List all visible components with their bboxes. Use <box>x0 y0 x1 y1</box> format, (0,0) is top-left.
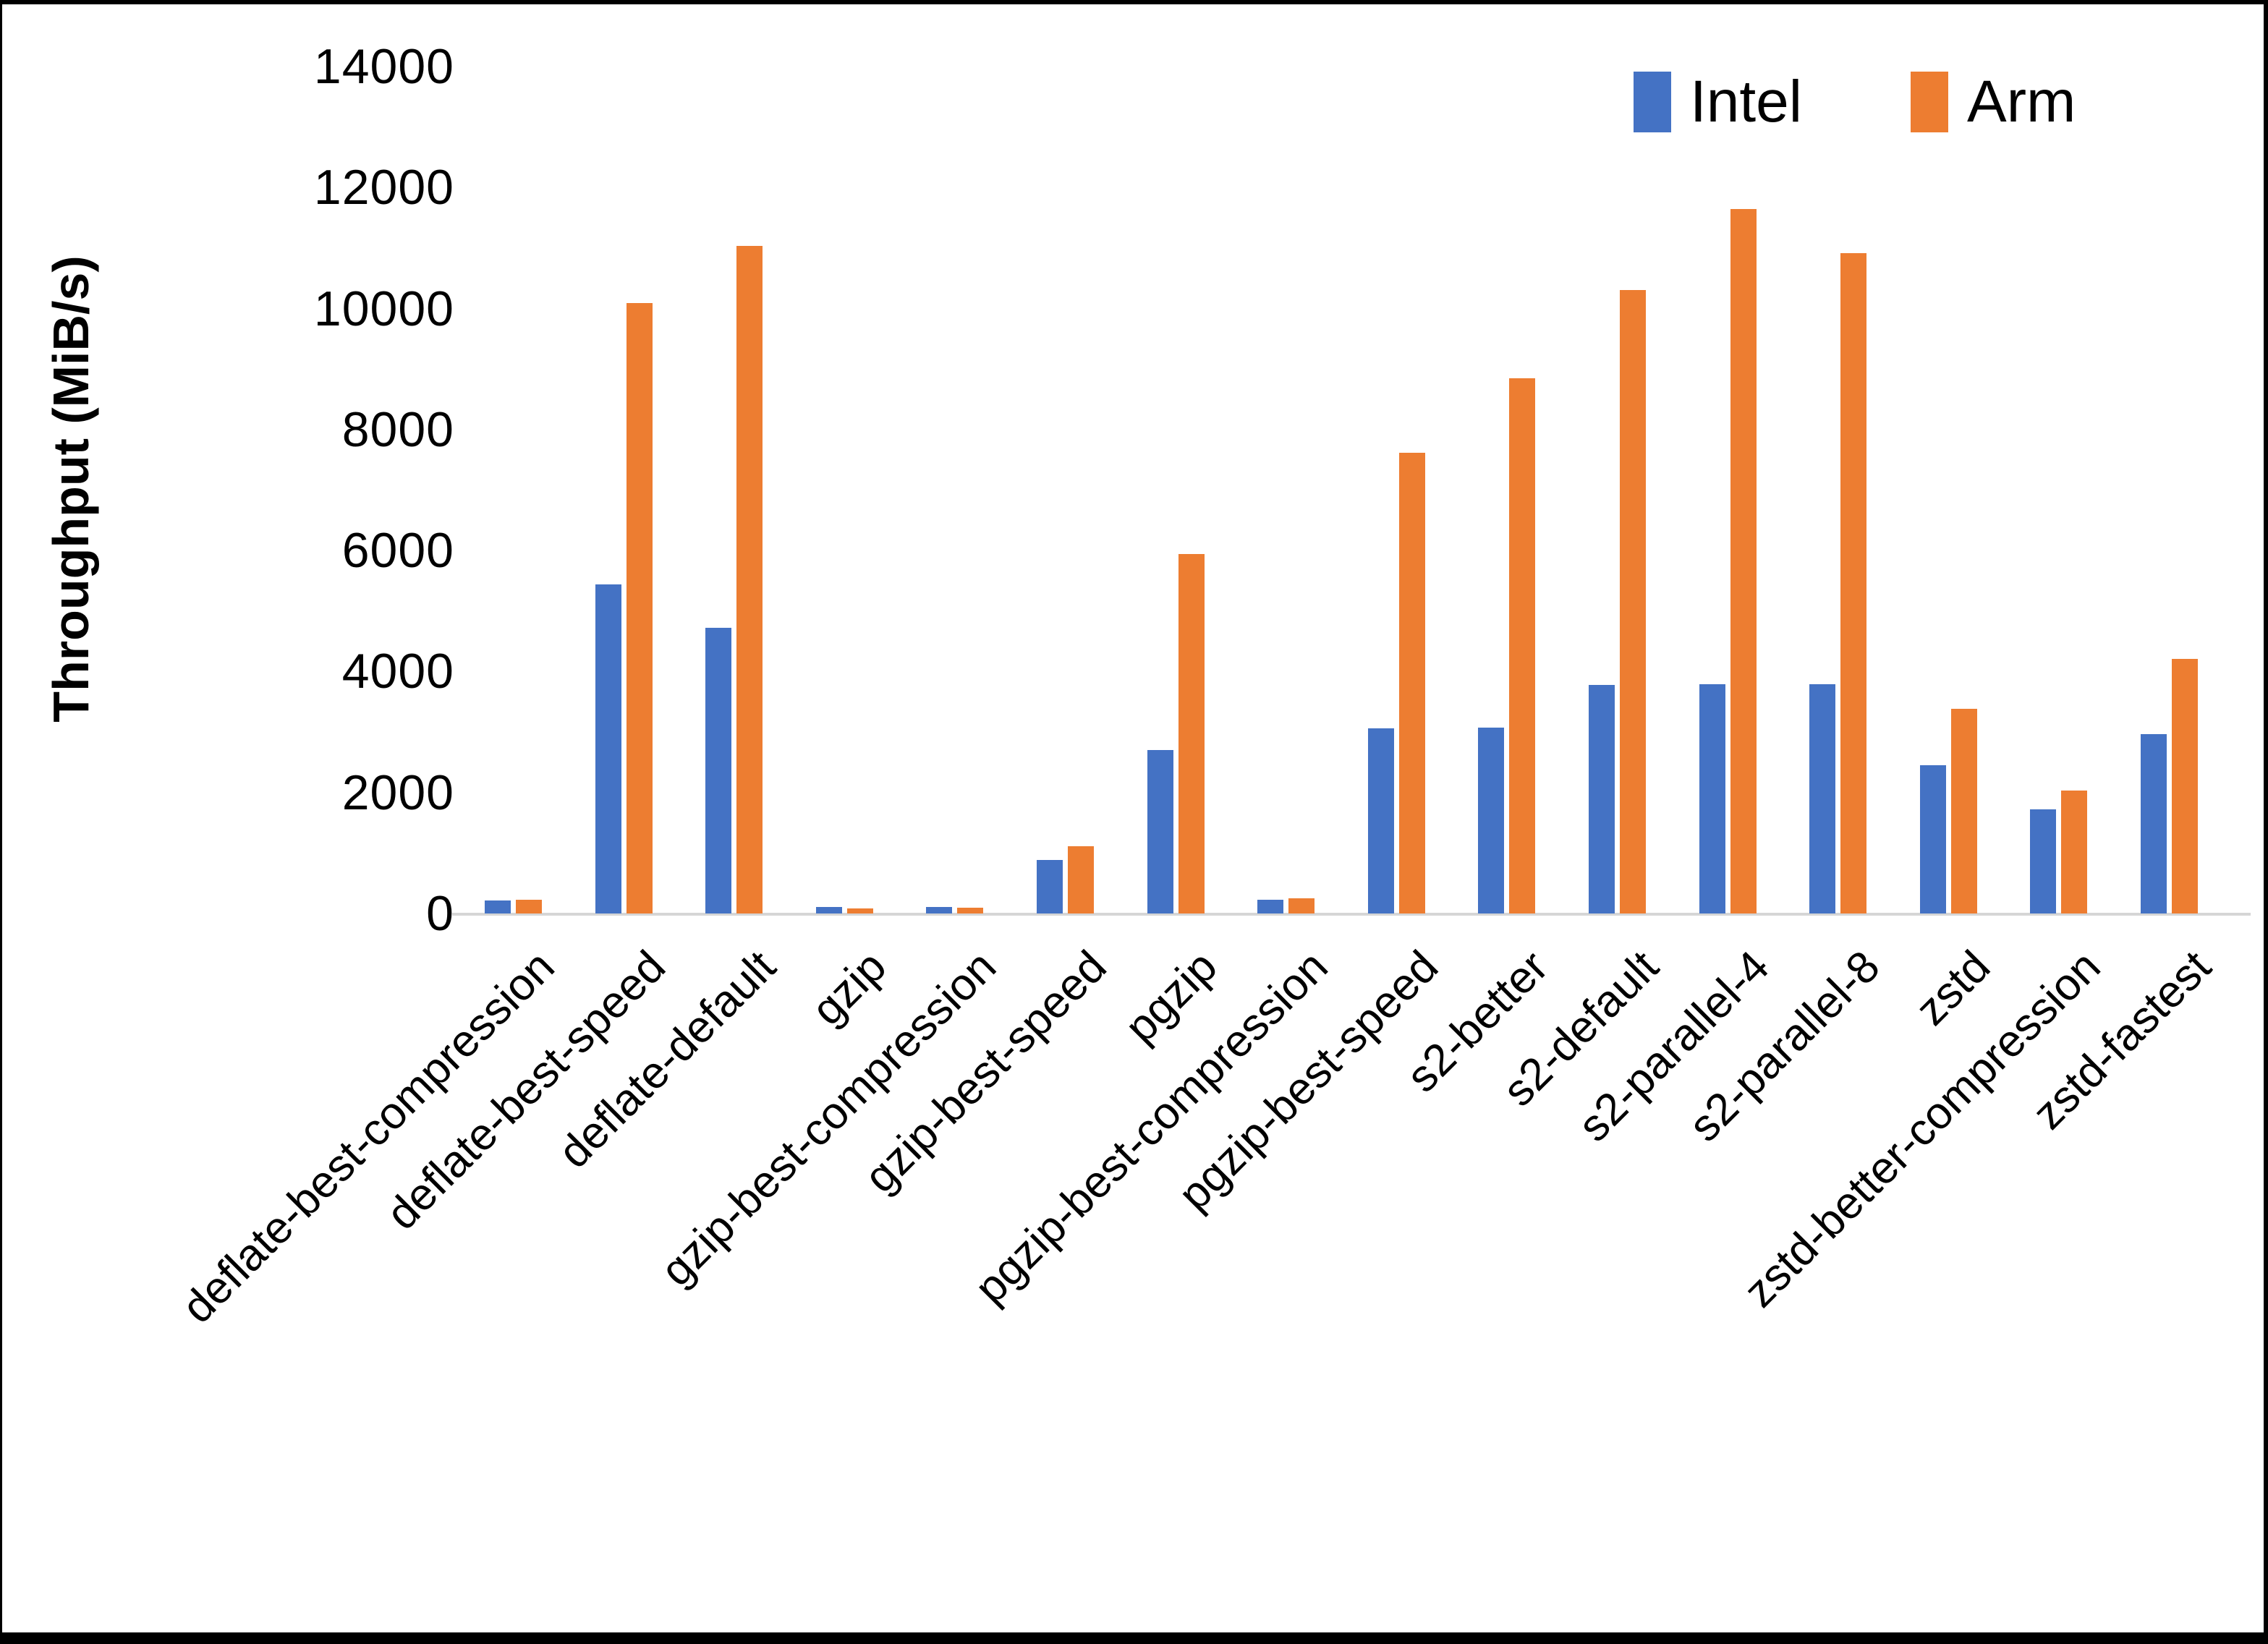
y-tick-label-6000: 6000 <box>341 523 454 579</box>
bar-intel-gzip <box>816 907 842 913</box>
intel-swatch-icon <box>1634 72 1671 132</box>
bar-intel-zstd-fastest <box>2141 734 2167 913</box>
bar-arm-zstd-fastest <box>2172 659 2198 913</box>
bar-intel-zstd-better-compression <box>2030 809 2056 913</box>
y-tick-label-8000: 8000 <box>341 401 454 457</box>
bar-arm-deflate-default <box>736 246 763 913</box>
y-tick-label-2000: 2000 <box>341 764 454 820</box>
bar-intel-s2-parallel-4 <box>1699 684 1725 913</box>
bar-arm-deflate-best-compression <box>516 900 542 913</box>
legend-item-intel: Intel <box>1634 68 1802 136</box>
bar-intel-gzip-best-compression <box>926 907 952 913</box>
bar-arm-deflate-best-speed <box>627 303 653 913</box>
bar-arm-gzip-best-compression <box>957 908 983 913</box>
bar-intel-s2-parallel-8 <box>1809 684 1835 913</box>
bar-arm-pgzip-best-compression <box>1288 898 1314 913</box>
bar-arm-pgzip-best-speed <box>1399 453 1425 913</box>
bar-arm-gzip-best-speed <box>1068 846 1094 913</box>
bar-intel-gzip-best-speed <box>1037 860 1063 913</box>
bar-arm-s2-parallel-4 <box>1730 209 1757 913</box>
y-tick-label-12000: 12000 <box>313 160 454 216</box>
legend-label-arm: Arm <box>1967 69 2076 135</box>
bar-intel-deflate-best-compression <box>485 900 511 913</box>
bar-intel-deflate-best-speed <box>595 584 621 913</box>
x-category-label-zstd: zstd <box>1906 941 2000 1035</box>
bar-intel-s2-better <box>1478 728 1504 913</box>
bar-arm-zstd <box>1951 709 1977 913</box>
x-axis-line <box>452 913 2251 916</box>
bar-arm-s2-default <box>1620 290 1646 913</box>
bar-arm-pgzip <box>1178 554 1205 913</box>
bar-intel-pgzip <box>1147 750 1173 913</box>
bar-intel-zstd <box>1920 765 1946 913</box>
legend: Intel Arm <box>1634 68 2076 136</box>
legend-label-intel: Intel <box>1690 69 1802 135</box>
y-tick-label-0: 0 <box>426 886 454 941</box>
bar-arm-zstd-better-compression <box>2061 791 2087 913</box>
legend-item-arm: Arm <box>1911 68 2076 136</box>
x-category-label-gzip: gzip <box>802 941 896 1035</box>
bar-arm-s2-parallel-8 <box>1840 253 1866 913</box>
bar-arm-s2-better <box>1509 378 1535 913</box>
y-axis-title: Throughput (MiB/s) <box>43 255 99 723</box>
bar-intel-pgzip-best-compression <box>1257 900 1283 913</box>
y-tick-label-4000: 4000 <box>341 644 454 699</box>
y-tick-label-10000: 10000 <box>313 281 454 336</box>
y-tick-label-14000: 14000 <box>313 38 454 94</box>
bar-intel-deflate-default <box>705 628 731 913</box>
arm-swatch-icon <box>1911 72 1948 132</box>
bar-arm-gzip <box>847 908 873 913</box>
bar-intel-pgzip-best-speed <box>1368 728 1394 913</box>
bar-intel-s2-default <box>1589 685 1615 913</box>
